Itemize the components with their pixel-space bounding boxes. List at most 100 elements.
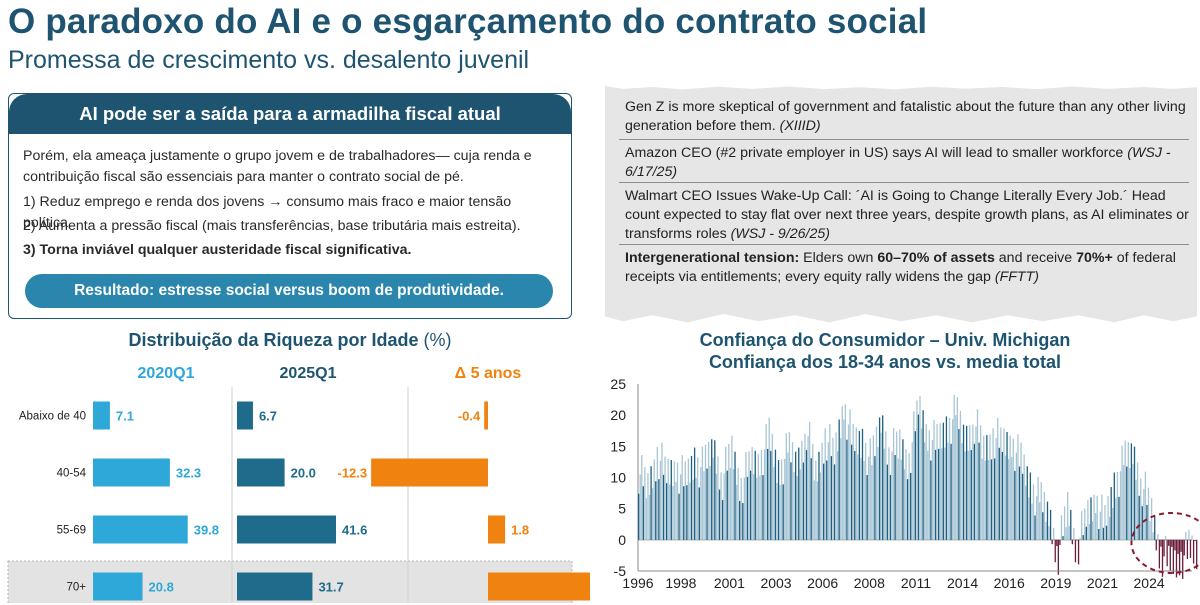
x-tick-label: 2006	[807, 575, 838, 591]
confidence-bar	[1140, 478, 1142, 540]
confidence-bar	[933, 419, 935, 540]
highlight-circle-annotation	[1130, 511, 1200, 574]
confidence-bar	[1130, 443, 1133, 540]
confidence-bar	[793, 472, 795, 540]
confidence-bar	[1133, 446, 1136, 540]
confidence-bar	[692, 479, 694, 540]
series-header: 2025Q1	[280, 365, 337, 382]
confidence-bar	[684, 461, 686, 540]
confidence-bar	[1020, 442, 1022, 540]
confidence-bar	[645, 498, 648, 540]
confidence-bar	[768, 417, 770, 540]
confidence-bar	[1093, 494, 1095, 540]
confidence-bar	[711, 439, 713, 540]
confidence-bar	[1194, 539, 1196, 542]
confidence-bar	[1004, 455, 1007, 540]
confidence-bar	[979, 425, 982, 540]
confidence-bar	[1095, 513, 1097, 540]
confidence-bar	[791, 441, 794, 540]
value-label: 6.7	[259, 409, 277, 424]
confidence-bar	[1053, 527, 1055, 540]
confidence-bar	[925, 424, 927, 540]
confidence-bar	[906, 479, 909, 540]
confidence-bar	[683, 486, 685, 540]
value-label: 41.6	[342, 523, 367, 538]
confidence-bar	[742, 503, 744, 540]
wealth-distribution-chart: Abaixo de 40 40-54 55-69 70+ 2020Q1 7.1 32.3 39…	[7, 365, 590, 603]
confidence-bar	[687, 458, 690, 540]
y-tick-label: 0	[618, 532, 626, 548]
confidence-bar	[891, 451, 893, 540]
confidence-bar	[718, 489, 721, 540]
confidence-bar	[1129, 467, 1131, 540]
confidence-bar	[1081, 511, 1083, 540]
confidence-bar	[847, 424, 850, 540]
confidence-bar	[993, 458, 996, 540]
confidence-bar	[651, 488, 654, 540]
confidence-bar	[813, 480, 815, 540]
confidence-bar	[725, 446, 727, 540]
confidence-bar	[745, 451, 747, 540]
confidence-bar	[1079, 537, 1081, 540]
confidence-bar	[1063, 506, 1066, 540]
confidence-bar	[1018, 466, 1021, 540]
confidence-bar	[997, 417, 999, 540]
confidence-bar	[880, 432, 882, 540]
confidence-bar	[1035, 496, 1038, 540]
confidence-bar	[707, 441, 710, 540]
confidence-bar	[731, 435, 733, 540]
confidence-bar	[1051, 539, 1053, 545]
confidence-bar	[1000, 427, 1002, 540]
confidence-bar	[855, 427, 857, 540]
category-label: 55-69	[57, 525, 86, 537]
confidence-bar	[816, 481, 819, 540]
confidence-bar	[1143, 488, 1145, 540]
confidence-bar	[861, 428, 864, 540]
confidence-bar	[661, 442, 663, 540]
confidence-bar	[1073, 527, 1075, 540]
bar-2025Q1	[237, 458, 285, 487]
confidence-bar	[693, 447, 696, 540]
y-tick-label: 10	[610, 470, 626, 486]
value-label: 1.8	[511, 523, 529, 538]
category-label: 40-54	[57, 468, 87, 480]
confidence-bar	[1196, 539, 1198, 570]
confidence-bar	[781, 459, 783, 540]
confidence-bar	[1189, 539, 1192, 558]
confidence-bar	[920, 428, 923, 540]
confidence-bar	[942, 422, 944, 540]
confidence-bar	[1011, 456, 1013, 540]
confidence-bar	[714, 440, 716, 540]
confidence-bar	[689, 482, 691, 540]
confidence-bar	[748, 451, 750, 540]
confidence-bar	[961, 443, 963, 540]
confidence-bar	[860, 457, 862, 540]
confidence-bar	[667, 458, 669, 540]
confidence-bar	[829, 423, 831, 540]
series-header: Δ 5 anos	[455, 365, 522, 382]
confidence-bar	[1188, 529, 1190, 540]
confidence-bar	[956, 396, 958, 540]
confidence-bar	[648, 494, 651, 540]
confidence-bar	[676, 462, 679, 540]
quote-divider	[619, 139, 1189, 140]
confidence-bar	[889, 475, 892, 540]
confidence-bar	[1158, 539, 1161, 569]
confidence-bar	[777, 460, 780, 540]
confidence-bar	[908, 453, 910, 540]
confidence-bar	[1178, 539, 1181, 576]
category-label: Abaixo de 40	[19, 411, 86, 423]
confidence-bar	[830, 456, 833, 540]
confidence-bar	[642, 486, 644, 540]
confidence-bar	[962, 424, 965, 540]
confidence-bar	[1006, 431, 1008, 540]
confidence-bar	[1042, 512, 1044, 540]
confidence-bar	[914, 431, 916, 540]
confidence-bar	[664, 456, 666, 540]
confidence-bar	[1138, 495, 1140, 540]
confidence-bar	[762, 475, 764, 540]
confidence-bar	[924, 442, 926, 540]
confidence-bar	[641, 455, 643, 540]
confidence-bar	[874, 456, 876, 540]
confidence-bar	[695, 477, 697, 540]
